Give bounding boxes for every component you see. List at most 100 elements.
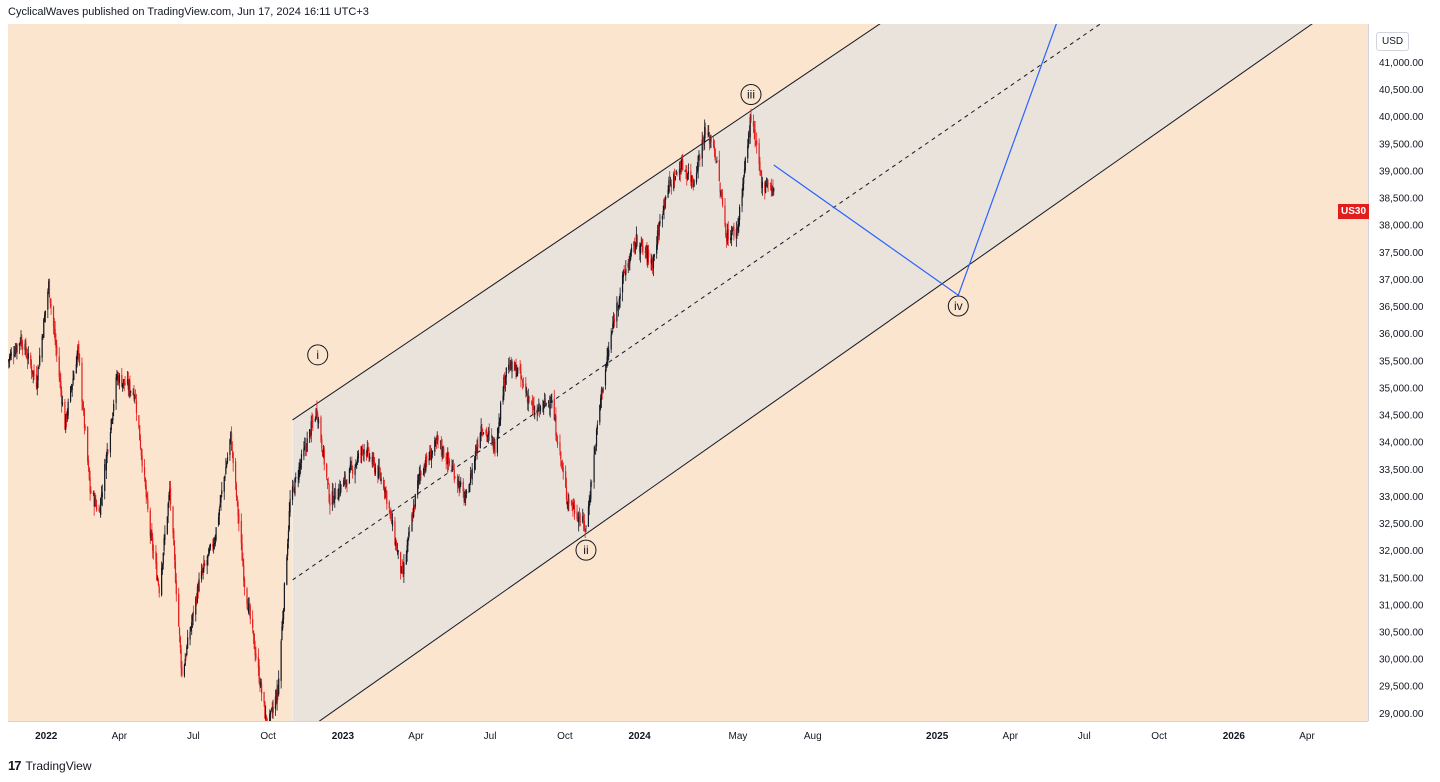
candle [441, 438, 443, 462]
candle [249, 603, 251, 625]
candle-body [288, 511, 290, 530]
candle-body [395, 541, 397, 546]
wave-projection[interactable] [773, 24, 1059, 297]
candle [209, 543, 212, 551]
candle [252, 610, 254, 634]
candle [589, 491, 591, 506]
candle-body [414, 494, 416, 507]
candle-body [98, 509, 100, 511]
candle [272, 699, 274, 719]
candle [527, 388, 529, 412]
candle [408, 527, 410, 541]
candle-body [642, 246, 644, 251]
candle [93, 490, 95, 516]
candle [553, 389, 555, 421]
candle [322, 445, 325, 459]
candle [456, 474, 459, 494]
candle [628, 255, 630, 271]
candle-body [429, 450, 431, 460]
candle-body [565, 471, 567, 488]
candle-body [509, 361, 511, 369]
candle [613, 313, 616, 328]
candle-body [203, 562, 205, 569]
time-axis[interactable]: 2022 Apr Jul Oct 2023 Apr Jul Oct 2024 May Aug 2025… [8, 721, 1368, 748]
candle-body [345, 480, 347, 484]
candle-body [760, 171, 763, 189]
candle [658, 221, 660, 241]
candle [66, 408, 68, 423]
candle [232, 451, 234, 472]
candle [349, 456, 351, 473]
price-axis[interactable]: 29,000.00 29,500.00 30,000.00 30,500.00 31,0… [1368, 24, 1440, 721]
candle-body [647, 250, 649, 263]
candle-body [246, 588, 248, 605]
candle-body [117, 375, 120, 384]
candle [726, 233, 728, 248]
candle [168, 491, 170, 508]
candle [678, 161, 681, 181]
candle [454, 476, 456, 479]
candle [172, 505, 174, 539]
candle-body [31, 370, 33, 374]
price-tick-label: 34,000.00 [1379, 438, 1424, 449]
candle-body [300, 463, 302, 468]
candle [543, 392, 546, 409]
candle-body [588, 503, 590, 508]
time-tick-label: Apr [112, 731, 128, 742]
candle-body [20, 337, 22, 345]
candle [516, 364, 518, 377]
candle-body [526, 393, 528, 395]
candle [164, 525, 166, 545]
candle-body [487, 435, 489, 437]
candle [498, 413, 500, 434]
candle [255, 646, 257, 661]
candle [513, 360, 516, 372]
candle [545, 402, 547, 407]
candle-body [271, 709, 273, 712]
candle-body [639, 244, 642, 254]
candle [644, 246, 646, 259]
candle-body [680, 168, 682, 173]
candle-body [760, 170, 762, 173]
candle [286, 554, 288, 586]
candle-body [10, 352, 12, 356]
candle-body [396, 550, 398, 552]
candle-body [442, 447, 444, 456]
candle-body [644, 250, 646, 253]
chart-area[interactable]: i ii iii iv [8, 24, 1368, 721]
candle [445, 452, 447, 470]
candle-body [673, 173, 675, 189]
candle [87, 426, 89, 466]
candle [104, 458, 106, 500]
currency-label[interactable]: USD [1376, 32, 1410, 51]
candle [139, 425, 141, 441]
candle-body [431, 450, 433, 455]
candle [217, 512, 220, 527]
price-tick-label: 41,000.00 [1379, 58, 1424, 69]
candle [371, 451, 373, 468]
candle-body [716, 160, 718, 163]
candle [465, 489, 467, 506]
candle-body [280, 640, 282, 681]
candle-body [651, 259, 653, 265]
candle [468, 484, 470, 493]
candle [90, 486, 92, 494]
candle [231, 441, 233, 459]
candle [246, 587, 248, 610]
candle-body [101, 492, 103, 498]
candle-body [630, 247, 633, 253]
price-tick-label: 37,500.00 [1379, 248, 1424, 259]
wave-label-circle [307, 344, 329, 366]
candle-body [105, 454, 107, 471]
candle [693, 179, 695, 188]
candle-body [634, 243, 636, 250]
parallel-channel[interactable] [292, 24, 1368, 721]
candle-body [519, 366, 521, 371]
candle-body [744, 158, 746, 171]
price-tick-label: 34,500.00 [1379, 411, 1424, 422]
candle-body [517, 367, 519, 374]
time-tick-label: Apr [1299, 731, 1315, 742]
time-tick-label: Jul [1078, 731, 1091, 742]
candle [362, 449, 364, 461]
